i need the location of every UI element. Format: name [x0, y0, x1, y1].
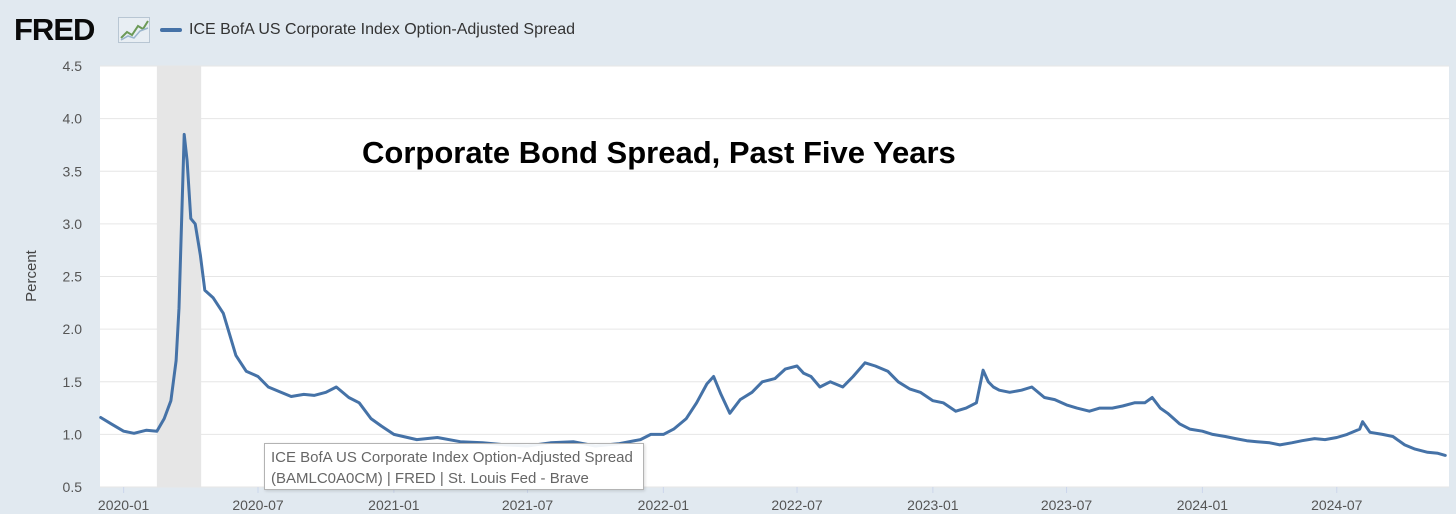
y-tick-label: 2.0: [63, 321, 83, 337]
x-tick-label: 2021-01: [368, 497, 420, 513]
y-tick-label: 3.0: [63, 216, 83, 232]
x-tick-label: 2023-07: [1041, 497, 1093, 513]
y-tick-label: 4.0: [63, 111, 83, 127]
x-tick-label: 2023-01: [907, 497, 959, 513]
legend-swatch: [160, 28, 182, 32]
chart-legend[interactable]: ICE BofA US Corporate Index Option-Adjus…: [160, 19, 575, 41]
chart-header: FRED ICE BofA US Corporate Index Option-…: [0, 0, 1456, 58]
tooltip-line-2: (BAMLC0A0CM) | FRED | St. Louis Fed - Br…: [271, 470, 589, 487]
x-tick-label: 2020-01: [98, 497, 150, 513]
x-tick-label: 2021-07: [502, 497, 554, 513]
x-tick-label: 2022-01: [638, 497, 690, 513]
series-tooltip: ICE BofA US Corporate Index Option-Adjus…: [264, 443, 644, 490]
y-tick-label: 4.5: [63, 58, 83, 74]
y-tick-label: 0.5: [63, 479, 83, 495]
fred-logo[interactable]: FRED: [14, 12, 95, 47]
line-graph-icon: [118, 17, 150, 43]
chart-annotation-title: Corporate Bond Spread, Past Five Years: [362, 135, 956, 170]
series-group: [99, 132, 1447, 457]
series-line: [99, 132, 1447, 457]
y-axis-label: Percent: [23, 249, 40, 302]
y-tick-label: 3.5: [63, 163, 83, 179]
legend-label: ICE BofA US Corporate Index Option-Adjus…: [189, 21, 575, 38]
x-tick-label: 2022-07: [771, 497, 823, 513]
y-tick-label: 1.5: [63, 374, 83, 390]
x-tick-label: 2024-07: [1311, 497, 1363, 513]
x-tick-label: 2020-07: [232, 497, 284, 513]
x-tick-label: 2024-01: [1177, 497, 1229, 513]
y-tick-label: 2.5: [63, 269, 83, 285]
y-tick-label: 1.0: [63, 426, 83, 442]
y-axis-ticks: 0.5 1.0 1.5 2.0 2.5 3.0 3.5 4.0 4.5: [63, 58, 83, 495]
tooltip-line-1: ICE BofA US Corporate Index Option-Adjus…: [271, 449, 633, 466]
x-axis-ticks: 2020-01 2020-07 2021-01 2021-07 2022-01 2022-…: [98, 487, 1363, 513]
